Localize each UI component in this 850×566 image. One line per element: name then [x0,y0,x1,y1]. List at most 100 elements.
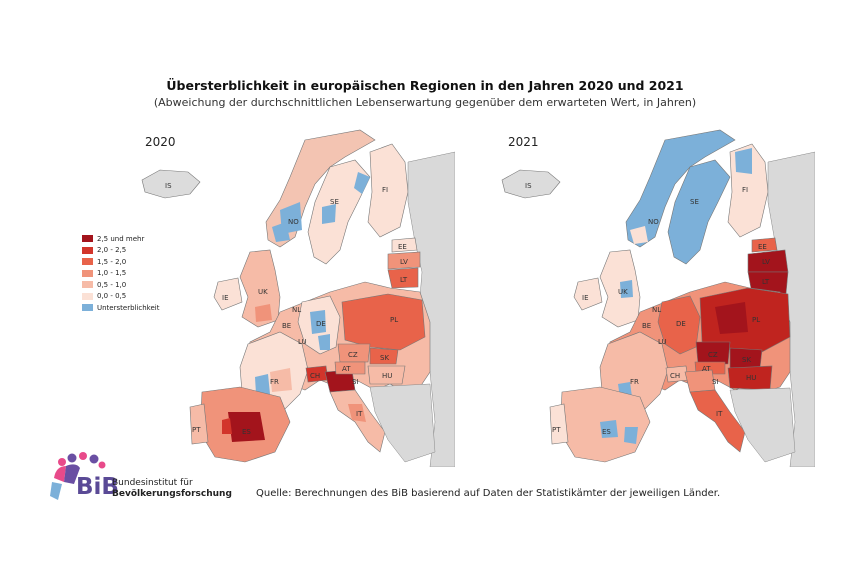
legend-label: 2,0 - 2,5 [97,246,127,255]
region-portugal [189,403,209,445]
map-year-2020: 2020 [145,135,176,149]
label-hu-2021: HU [746,374,756,382]
label-sk-2021: SK [742,356,751,364]
legend-swatch [82,269,93,277]
region-czechia [337,343,371,363]
legend-item: 1,0 - 1,5 [82,268,159,280]
label-sk-2020: SK [380,354,389,362]
legend-item: 2,5 und mehr [82,233,159,245]
label-ee-2020: EE [398,243,407,251]
label-cz-2021: CZ [708,351,718,359]
label-nl-2020: NL [292,306,301,314]
map-year-2021: 2021 [508,135,539,149]
label-be-2021: BE [642,322,651,330]
label-nl-2021: NL [652,306,661,314]
label-lu-2020: LU [298,338,307,346]
region-latvia [387,251,421,270]
region-ireland [213,277,243,311]
label-is-2021: IS [525,182,532,190]
region-estonia [391,237,418,253]
label-pl-2021: PL [752,316,760,324]
legend-item: Untersterblichkeit [82,302,159,314]
label-lt-2020: LT [400,276,408,284]
region-czechia [695,341,731,365]
region-italy [689,389,746,453]
chart-title: Übersterblichkeit in europäischen Region… [166,78,684,93]
legend-label: 0,5 - 1,0 [97,280,127,289]
label-fi-2021: FI [742,186,748,194]
label-pl-2020: PL [390,316,398,324]
label-es-2021: ES [602,428,611,436]
label-ch-2021: CH [670,372,680,380]
legend-label: Untersterblichkeit [97,303,160,312]
chart-subtitle: (Abweichung der durchschnittlichen Leben… [153,96,697,109]
region-balkans-nodata [729,387,796,463]
legend-label: 2,5 und mehr [97,234,145,243]
label-si-2020: SI [352,378,359,386]
label-no-2021: NO [648,218,659,226]
region-italy [329,389,386,453]
label-de-2020: DE [316,320,326,328]
label-ee-2021: EE [758,243,767,251]
label-no-2020: NO [288,218,299,226]
label-it-2021: IT [716,410,723,418]
region-finland [367,143,409,238]
legend-swatch [82,258,93,266]
legend-label: 0,0 - 0,5 [97,292,127,301]
bib-logo-icon [50,452,106,500]
region-balkans-nodata [369,383,436,463]
label-se-2021: SE [690,198,699,206]
label-es-2020: ES [242,428,251,436]
region-portugal [549,403,569,445]
source-note: Quelle: Berechnungen des BiB basierend a… [256,488,721,499]
logo-abbreviation: BiB [76,474,119,500]
region-germany [657,295,701,355]
label-lv-2021: LV [762,258,770,266]
label-se-2020: SE [330,198,339,206]
label-ie-2021: IE [582,294,589,302]
label-pt-2020: PT [192,426,201,434]
label-si-2021: SI [712,378,719,386]
map-2021: IS NO SE FI EE LV LT IE UK NL BE DE PL C… [501,129,815,467]
legend-swatch [82,292,93,300]
label-be-2020: BE [282,322,291,330]
label-de-2021: DE [676,320,686,328]
legend-swatch [82,246,93,254]
label-ch-2020: CH [310,372,320,380]
label-lt-2021: LT [762,278,770,286]
label-fr-2020: FR [270,378,279,386]
label-ie-2020: IE [222,294,229,302]
label-hu-2020: HU [382,372,392,380]
region-poland [341,293,426,351]
legend-item: 2,0 - 2,5 [82,245,159,257]
logo-line-1: Bundesinstitut für [112,478,193,488]
label-pt-2021: PT [552,426,561,434]
region-estonia [751,237,778,253]
legend-swatch [82,304,93,312]
legend-label: 1,0 - 1,5 [97,269,127,278]
region-hungary [367,365,406,385]
legend-item: 0,5 - 1,0 [82,279,159,291]
legend-item: 0,0 - 0,5 [82,291,159,303]
legend-swatch [82,235,93,243]
legend-label: 1,5 - 2,0 [97,257,127,266]
label-lv-2020: LV [400,258,408,266]
region-north-italy [684,369,716,393]
label-it-2020: IT [356,410,363,418]
logo-text: Bundesinstitut für Bevölkerungsforschung [112,478,232,500]
region-iceland [501,169,561,199]
legend-swatch [82,281,93,289]
label-uk-2020: UK [258,288,268,296]
region-ireland [573,277,603,311]
region-austria [334,361,366,375]
label-lu-2021: LU [658,338,667,346]
label-fi-2020: FI [382,186,388,194]
label-uk-2021: UK [618,288,628,296]
legend-item: 1,5 - 2,0 [82,256,159,268]
region-slovakia [369,347,399,365]
region-uk [599,249,641,328]
map-2020: IS NO SE FI EE LV LT IE UK NL BE DE PL C… [141,129,455,467]
region-lithuania [387,267,419,289]
label-fr-2021: FR [630,378,639,386]
label-at-2021: AT [702,365,711,373]
